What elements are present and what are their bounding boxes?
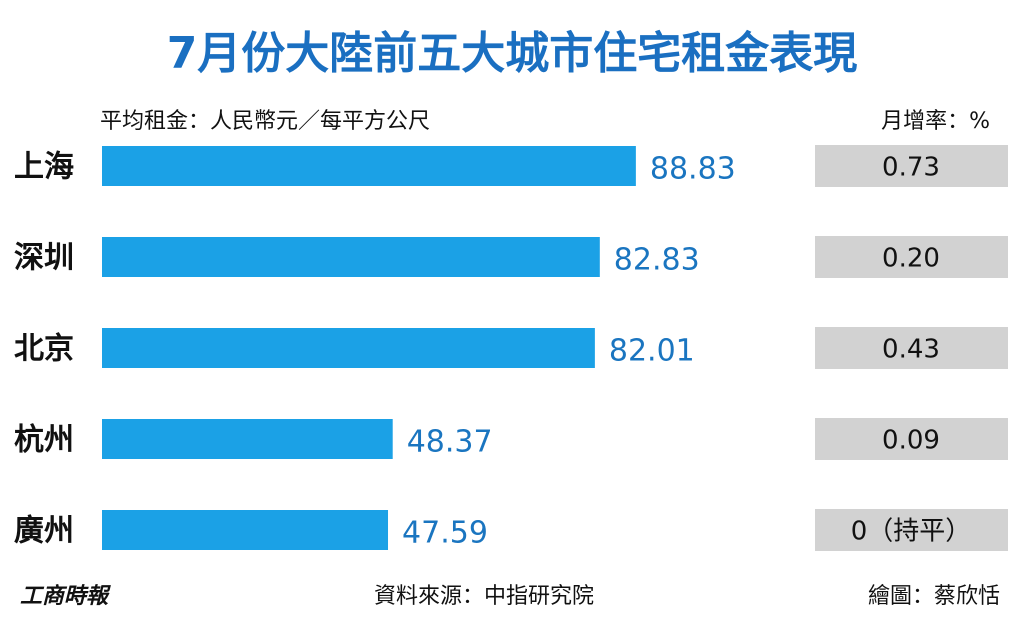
value-label: 82.83: [614, 243, 700, 278]
growth-cell: [815, 145, 1008, 187]
growth-label: 0.73: [882, 153, 940, 183]
category-label: 深圳: [14, 241, 74, 276]
growth-cell: [815, 236, 1008, 278]
growth-cell: [815, 509, 1008, 551]
source: 資料來源：中指研究院: [374, 584, 594, 609]
value-label: 88.83: [650, 152, 736, 187]
subtitle: 平均租金：人民幣元／每平方公尺: [100, 109, 430, 134]
category-label: 上海: [14, 150, 74, 185]
category-label: 廣州: [14, 514, 74, 549]
bar: [102, 237, 600, 277]
growth-label: 0.09: [882, 426, 940, 456]
bar: [102, 146, 636, 186]
growth-cell: [815, 418, 1008, 460]
category-label: 北京: [14, 332, 74, 367]
growth-label: 0.43: [882, 335, 940, 365]
credit: 繪圖：蔡欣恬: [868, 584, 1000, 609]
category-label: 杭州: [14, 423, 74, 458]
value-label: 47.59: [402, 516, 488, 551]
value-label: 82.01: [609, 334, 695, 369]
bar: [102, 328, 595, 368]
growth-label: 0（持平）: [851, 517, 972, 547]
chart-title: 7月份大陸前五大城市住宅租金表現: [167, 28, 858, 79]
growth-label: 0.20: [882, 244, 940, 274]
value-label: 48.37: [407, 425, 493, 460]
growth-cell: [815, 327, 1008, 369]
brand: 工商時報: [20, 583, 111, 609]
growth-header: 月增率：%: [881, 109, 990, 134]
bar: [102, 510, 389, 550]
bar: [102, 419, 393, 459]
